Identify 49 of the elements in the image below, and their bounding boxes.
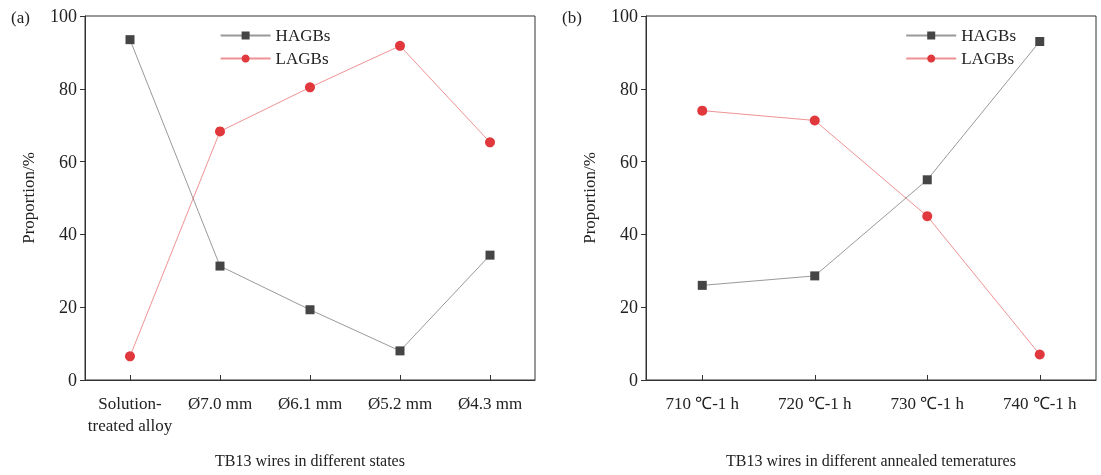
x-tick-label: 730 ℃-1 h [890,393,965,413]
x-tick-label: Ø5.2 mm [367,393,433,413]
y-tick-label: 100 [50,6,77,26]
legend-label: LAGBs [275,49,329,68]
x-axis-title: TB13 wires in different states [215,451,405,469]
y-tick-label: 60 [620,151,638,172]
point [125,35,135,45]
y-tick-label: 60 [59,151,77,172]
x-tick-label: 740 ℃-1 h [1002,393,1078,413]
y-tick-label: 20 [59,297,77,318]
point [922,175,932,185]
point [215,126,225,137]
point [305,82,315,93]
y-axis-title: Proportion/% [19,152,38,244]
point [697,105,708,116]
chart-title: (a) [11,8,30,27]
point [485,250,495,260]
point [305,305,315,315]
point [809,115,820,126]
point [215,261,225,271]
y-axis-title: Proportion/% [580,152,599,244]
point [395,40,405,51]
y-tick-label: 0 [629,370,638,390]
y-tick-label: 100 [611,6,638,26]
point [485,137,495,148]
legend-label: HAGBs [275,26,331,45]
y-tick-label: 40 [620,224,638,245]
y-tick-label: 80 [59,78,77,99]
point [922,211,933,222]
chart-title: (b) [562,8,582,27]
x-tick-label: 710 ℃-1 h [665,393,740,413]
y-tick-label: 20 [620,297,638,318]
legend-label: LAGBs [961,49,1015,68]
x-tick-label: Ø7.0 mm [187,393,253,413]
point [1035,36,1045,46]
point [1034,349,1045,360]
point [125,351,135,362]
legend-label: HAGBs [961,26,1017,45]
point [395,346,405,356]
x-axis-title: TB13 wires in different annealed temeratures [726,451,1016,469]
y-tick-label: 40 [59,224,77,245]
x-tick-label: Ø6.1 mm [277,393,343,413]
y-tick-label: 80 [620,78,638,99]
point [810,271,820,281]
y-tick-label: 0 [68,370,77,390]
x-tick-label: Solution- treated alloy [87,393,173,435]
x-tick-label: Ø4.3 mm [457,393,523,413]
x-tick-label: 720 ℃-1 h [777,393,853,413]
point [697,280,707,290]
